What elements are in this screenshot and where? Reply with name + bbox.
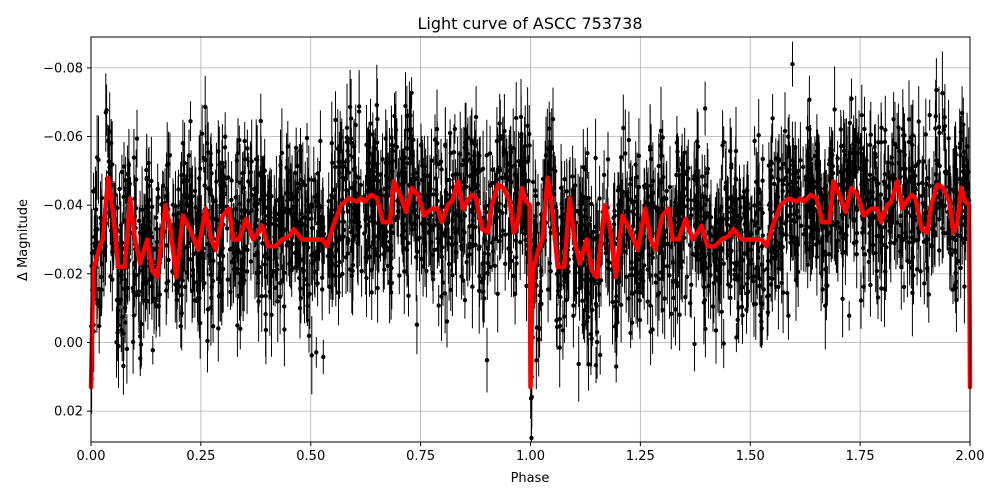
- x-axis-ticks: 0.00 0.25 0.50 0.75 1.00 1.25 1.50 1.75 2.00: [77, 442, 985, 464]
- y-tick-label: −0.06: [43, 130, 83, 145]
- y-axis-label: Δ Magnitude: [16, 199, 31, 281]
- x-tick-label: 2.00: [956, 449, 985, 464]
- y-tick-label: 0.00: [54, 336, 83, 351]
- x-tick-label: 0.00: [77, 449, 106, 464]
- chart-title: Light curve of ASCC 753738: [417, 14, 642, 33]
- x-tick-label: 1.75: [846, 449, 875, 464]
- y-tick-label: 0.02: [54, 405, 83, 420]
- x-tick-label: 0.50: [296, 449, 325, 464]
- x-tick-label: 1.00: [516, 449, 545, 464]
- y-tick-label: −0.02: [43, 267, 83, 282]
- y-tick-label: −0.04: [43, 199, 83, 214]
- fit-line: [88, 175, 973, 390]
- x-axis-label: Phase: [511, 471, 550, 486]
- x-tick-label: 1.25: [626, 449, 655, 464]
- y-tick-label: −0.08: [43, 61, 83, 76]
- x-tick-label: 0.25: [186, 449, 215, 464]
- x-tick-label: 1.50: [736, 449, 765, 464]
- x-tick-label: 0.75: [406, 449, 435, 464]
- y-axis-ticks: −0.08 −0.06 −0.04 −0.02 0.00 0.02: [43, 61, 91, 420]
